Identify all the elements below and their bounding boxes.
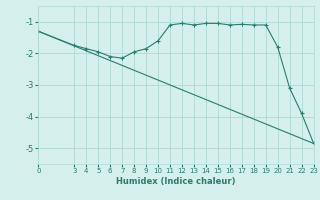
X-axis label: Humidex (Indice chaleur): Humidex (Indice chaleur) <box>116 177 236 186</box>
